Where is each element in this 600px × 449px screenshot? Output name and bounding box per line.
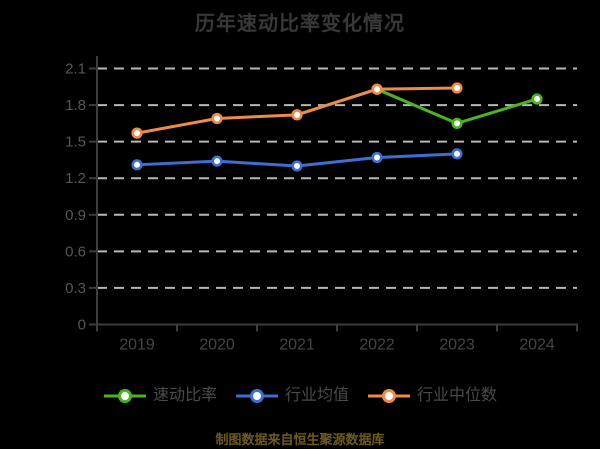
- x-axis-label: 2022: [359, 337, 395, 354]
- data-point-marker: [291, 160, 303, 172]
- legend-label: 速动比率: [152, 387, 217, 404]
- data-point-marker: [291, 109, 303, 121]
- x-axis-label: 2023: [439, 337, 475, 354]
- y-axis-label: 1.8: [65, 97, 86, 114]
- legend-item-industry-median[interactable]: 行业中位数: [367, 388, 497, 404]
- x-axis-label: 2020: [199, 337, 235, 354]
- x-axis-label: 2021: [279, 337, 315, 354]
- line-series-marker-icon: [103, 389, 146, 403]
- legend: 速动比率 行业均值 行业中位数: [0, 388, 600, 404]
- y-axis-label: 0.3: [65, 280, 86, 297]
- y-axis-label: 0: [78, 317, 86, 334]
- y-axis-label: 1.2: [65, 170, 86, 187]
- series-line: [295, 87, 539, 125]
- y-axis-label: 0.6: [65, 243, 86, 260]
- legend-label: 行业中位数: [417, 387, 498, 404]
- data-point-marker: [131, 159, 143, 171]
- y-axis-label: 1.5: [65, 134, 86, 151]
- data-source-note: 制图数据来自恒生聚源数据库: [215, 432, 385, 447]
- data-point-marker: [451, 148, 463, 160]
- data-point-marker: [211, 155, 223, 167]
- y-axis-label: 0.9: [65, 207, 86, 224]
- data-point-marker: [371, 83, 383, 95]
- x-axis-label: 2019: [119, 337, 155, 354]
- data-point-marker: [451, 117, 463, 129]
- data-point-marker: [451, 82, 463, 94]
- data-point-marker: [131, 127, 143, 139]
- y-axis-label: 2.1: [65, 61, 86, 78]
- line-series-marker-icon: [368, 389, 410, 403]
- chart-title: 历年速动比率变化情况: [195, 13, 405, 35]
- data-point-marker: [531, 93, 543, 105]
- x-axis-label: 2024: [519, 337, 555, 354]
- legend-item-industry-mean[interactable]: 行业均值: [235, 388, 349, 404]
- data-point-marker: [211, 112, 223, 125]
- line-series-marker-icon: [235, 389, 278, 403]
- data-point-marker: [371, 151, 383, 164]
- legend-label: 行业均值: [284, 387, 349, 404]
- legend-item-quick-ratio[interactable]: 速动比率: [103, 388, 217, 404]
